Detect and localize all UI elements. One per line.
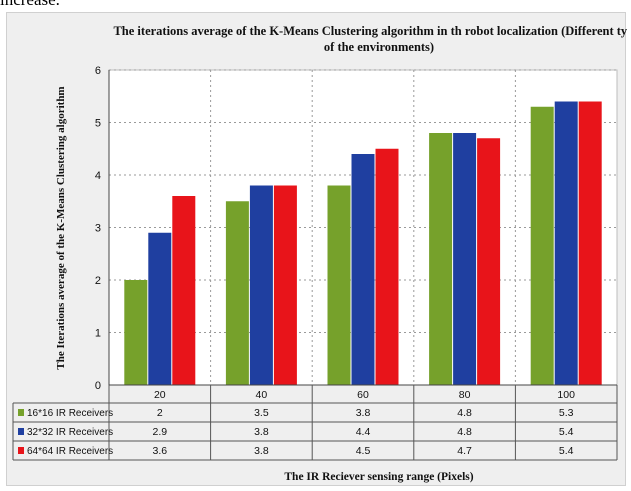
table-cell-value: 5.3 — [559, 407, 574, 419]
table-cell-value: 3.5 — [254, 407, 269, 419]
chart-title-line-1: The iterations average of the K-Means Cl… — [113, 24, 627, 38]
legend-entry: 32*32 IR Receivers — [27, 427, 113, 438]
bar-series-1-cat-80 — [429, 133, 452, 385]
y-tick-label: 1 — [95, 328, 101, 340]
x-tick-label: 60 — [357, 389, 369, 401]
y-tick-label: 6 — [95, 65, 101, 77]
x-tick-label: 20 — [154, 389, 166, 401]
table-cell-value: 3.8 — [356, 407, 371, 419]
table-cell-value: 4.8 — [457, 426, 472, 438]
bar-series-2-cat-40 — [250, 186, 273, 386]
bar-series-2-cat-60 — [352, 154, 375, 385]
y-tick-label: 0 — [95, 380, 101, 392]
bar-series-2-cat-80 — [453, 133, 476, 385]
x-tick-label: 80 — [459, 389, 471, 401]
bar-series-2-cat-100 — [555, 102, 578, 386]
table-cell-value: 3.8 — [254, 445, 269, 457]
legend-swatch — [18, 428, 24, 435]
table-cell-value: 3.6 — [152, 445, 167, 457]
table-cell-value: 5.4 — [559, 426, 574, 438]
x-tick-label: 40 — [256, 389, 268, 401]
table-cell-value: 4.5 — [356, 445, 371, 457]
bar-series-2-cat-20 — [148, 233, 171, 385]
chart-title-line-2: of the environments) — [324, 40, 434, 54]
bar-series-1-cat-60 — [328, 186, 351, 386]
y-tick-label: 4 — [95, 170, 101, 182]
x-axis-label: The IR Reciever sensing range (Pixels) — [284, 471, 473, 483]
data-table: 20 40 60 80 100 16*16 IR Receivers 2 3.5 3.8 4.8 5… — [13, 385, 617, 460]
chart: The iterations average of the K-Means Cl… — [7, 13, 627, 487]
clipped-caption-text: increase. — [0, 0, 60, 10]
legend-entry: 16*16 IR Receivers — [27, 408, 113, 419]
y-axis-label: The Iterations average of the K-Means Cl… — [55, 86, 67, 369]
table-cell-value: 2 — [157, 407, 163, 419]
table-cell-value: 3.8 — [254, 426, 269, 438]
bar-series-3-cat-80 — [477, 138, 500, 385]
bar-series-1-cat-100 — [531, 107, 554, 385]
table-cell-value: 5.4 — [559, 445, 574, 457]
table-cell-value: 4.7 — [457, 445, 472, 457]
legend-entry: 64*64 IR Receivers — [27, 446, 113, 457]
y-tick-label: 5 — [95, 118, 101, 130]
x-tick-label: 100 — [557, 389, 575, 401]
y-tick-label: 2 — [95, 275, 101, 287]
bar-series-3-cat-60 — [376, 149, 399, 385]
y-tick-label: 3 — [95, 223, 101, 235]
chart-panel: The iterations average of the K-Means Cl… — [6, 12, 626, 486]
legend-swatch — [18, 447, 24, 454]
bar-series-1-cat-40 — [226, 201, 249, 385]
table-cell-value: 4.4 — [356, 426, 371, 438]
table-cell-value: 2.9 — [152, 426, 167, 438]
table-cell-value: 4.8 — [457, 407, 472, 419]
bar-series-1-cat-20 — [124, 280, 147, 385]
bar-series-3-cat-40 — [274, 186, 297, 386]
bar-series-3-cat-20 — [172, 196, 195, 385]
legend-swatch — [18, 409, 24, 416]
bar-series-3-cat-100 — [579, 102, 602, 386]
